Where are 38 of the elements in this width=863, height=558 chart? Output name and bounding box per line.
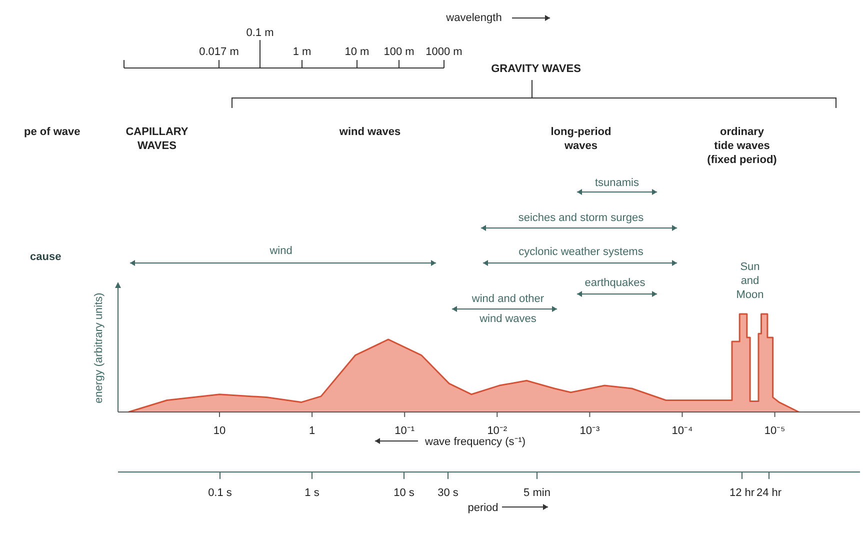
text: 1000 m [426, 46, 462, 58]
text: ordinary tide waves (fixed period) [707, 126, 778, 166]
text: 100 m [384, 46, 414, 58]
text: long-period waves [550, 126, 612, 152]
text: earthquakes [584, 277, 646, 289]
text: CAPILLARY WAVES [126, 126, 189, 152]
text: wind waves [338, 126, 401, 138]
text: 0.017 m [199, 46, 239, 58]
text: seiches and storm surges [518, 212, 644, 224]
x-tick-label: 10⁻⁵ [764, 425, 786, 437]
text: 0.1 m [246, 27, 274, 39]
x-tick-label: 10⁻¹ [394, 425, 415, 437]
text: period [468, 502, 498, 514]
text: wind [268, 245, 292, 257]
text: cause [30, 251, 62, 263]
text: 1 m [292, 46, 312, 58]
x-axis-title: wave frequency (s⁻¹) [424, 436, 526, 448]
text: 10 m [344, 46, 370, 58]
annotation: wind and other wind waves [470, 293, 544, 325]
text: pe of wave [24, 126, 80, 138]
y-axis-title: energy (arbitrary units) [93, 292, 105, 404]
text: 1 s [304, 487, 320, 499]
text: Sun and Moon [736, 261, 764, 301]
text: wavelength [445, 12, 502, 24]
x-tick-label: 10⁻² [487, 425, 508, 437]
text: GRAVITY WAVES [491, 63, 581, 75]
x-tick-label: 10⁻³ [580, 425, 600, 437]
x-tick-label: 10⁻⁴ [672, 425, 693, 437]
x-tick-label: 1 [308, 425, 316, 437]
text: 0.1 s [208, 487, 232, 499]
text: 10 s [394, 487, 415, 499]
text: 24 hr [756, 487, 782, 499]
text: 30 s [438, 487, 459, 499]
text: cyclonic weather systems [518, 246, 644, 258]
x-tick-label: 10 [213, 425, 226, 437]
text: 5 min [524, 487, 550, 499]
text: tsunamis [594, 177, 640, 189]
text: 12 hr [729, 487, 755, 499]
